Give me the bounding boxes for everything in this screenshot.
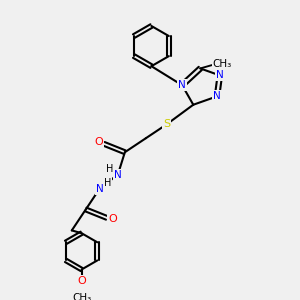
Text: H: H	[104, 178, 111, 188]
Text: N: N	[96, 184, 103, 194]
Text: S: S	[163, 119, 170, 129]
Text: O: O	[94, 137, 103, 147]
Text: N: N	[178, 80, 186, 90]
Text: CH₃: CH₃	[72, 293, 91, 300]
Text: H: H	[106, 164, 114, 174]
Text: O: O	[77, 276, 86, 286]
Text: N: N	[216, 70, 224, 80]
Text: N: N	[213, 92, 221, 101]
Text: N: N	[114, 169, 122, 180]
Text: O: O	[108, 214, 117, 224]
Text: CH₃: CH₃	[213, 59, 232, 69]
